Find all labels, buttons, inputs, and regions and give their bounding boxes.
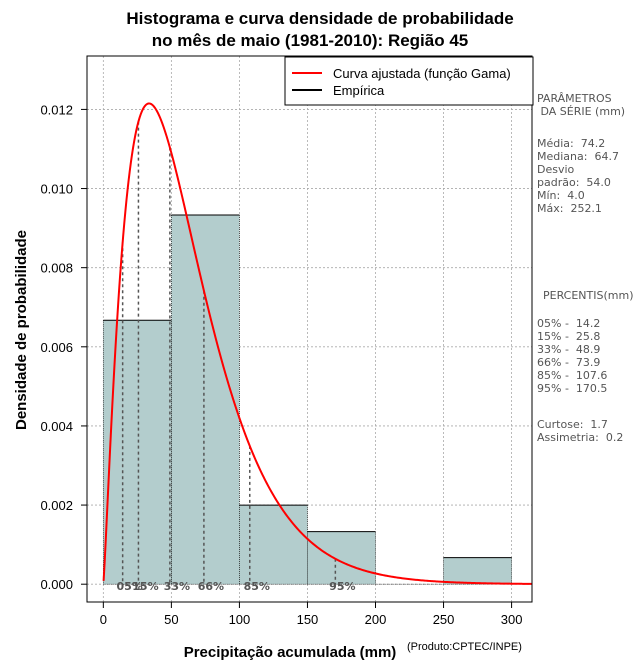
chart-title-line1: Histograma e curva densidade de probabil… [126,9,513,28]
histogram-bar [443,557,512,585]
legend-box [284,56,534,106]
legend: Curva ajustada (função Gama) Empírica [284,56,534,106]
percentis-list: 05% - 14.2 15% - 25.8 33% - 48.9 66% - 7… [537,317,608,395]
x-tick-label: 300 [501,612,523,627]
product-credit: (Produto:CPTEC/INPE) [407,641,522,653]
x-tick-label: 0 [100,612,107,627]
series-stats: Média: 74.2 Mediana: 64.7 Desvio padrão:… [537,137,619,215]
histogram-bar [103,320,172,585]
gamma-curve [102,102,532,585]
plot-frame [86,55,533,603]
percentile-label: 33% [164,580,190,593]
histogram-bar [239,505,308,585]
x-tick-label: 50 [164,612,178,627]
y-tick-label: 0.012 [40,102,73,117]
percentile-label: 85% [244,580,270,593]
chart-title-line2: no mês de maio (1981-2010): Região 45 [152,31,469,50]
params-header: PARÂMETROS DA SÉRIE (mm) [537,92,626,118]
x-tick-label: 100 [229,612,251,627]
percentis-header: PERCENTIS(mm) [543,289,634,302]
x-tick-label: 200 [365,612,387,627]
histogram-bar [171,215,240,585]
histogram-bar [307,531,376,585]
percentile-label: 15% [132,580,158,593]
x-axis-title: Precipitação acumulada (mm) [184,644,397,660]
y-tick-label: 0.006 [40,340,73,355]
y-tick-label: 0.002 [40,498,73,513]
x-tick-label: 250 [433,612,455,627]
histogram-bars [103,214,532,585]
y-tick-label: 0.004 [40,419,73,434]
y-tick-label: 0.008 [40,261,73,276]
y-tick-label: 0.010 [40,182,73,197]
percentile-label: 95% [329,580,355,593]
legend-label-curve: Curva ajustada (função Gama) [333,66,511,81]
percentile-label: 05% [116,580,142,593]
y-axis: 0.000 0.002 0.004 0.006 0.008 0.010 0.012 [40,102,87,592]
percentile-markers: 05%15% 33% 66% 85% 95% [116,121,356,593]
x-tick-label: 150 [297,612,319,627]
legend-label-empirical: Empírica [333,83,385,98]
y-axis-title: Densidade de probabilidade [13,230,30,430]
y-tick-label: 0.000 [40,577,73,592]
percentile-label: 66% [198,580,224,593]
shape-stats: Curtose: 1.7 Assimetria: 0.2 [537,418,624,444]
x-axis: 0 50 100 150 200 250 300 [100,602,523,627]
